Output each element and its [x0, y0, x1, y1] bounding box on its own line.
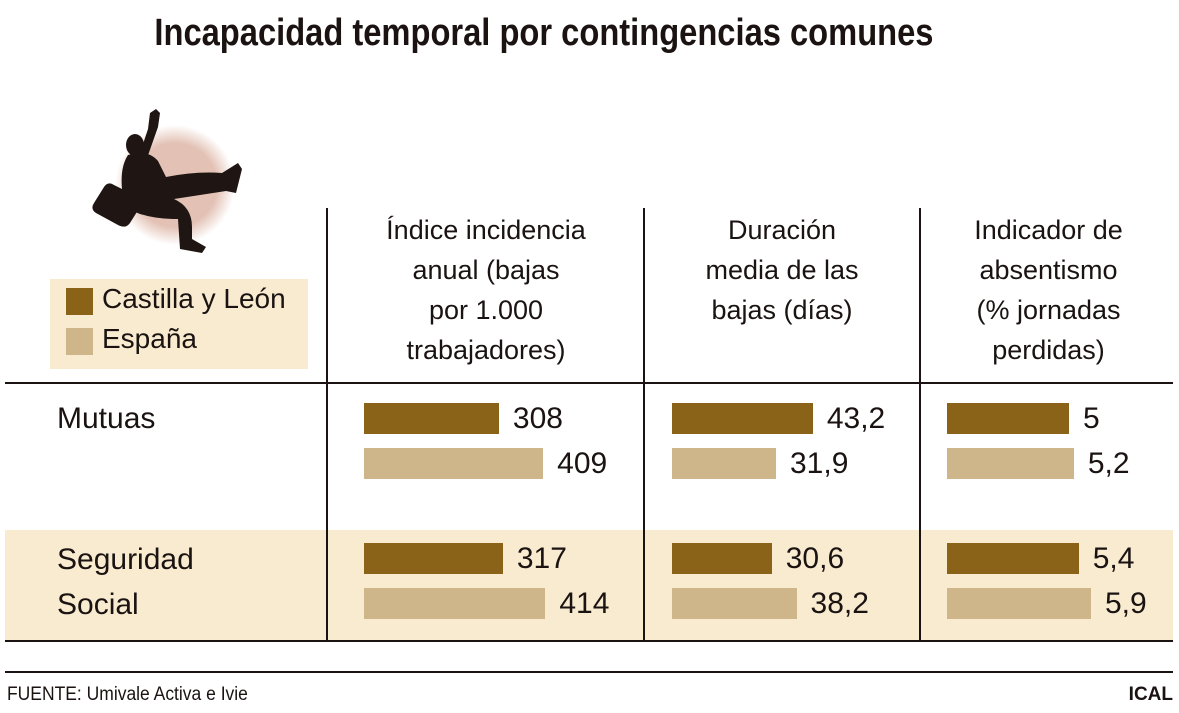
column-header-duracion: Duración media de las bajas (días) — [705, 215, 859, 325]
data-label: 409 — [557, 447, 608, 480]
bar-panel2-row2-espana — [672, 588, 797, 619]
legend-label-espana: España — [102, 323, 197, 354]
header-divider — [5, 382, 1173, 384]
bar-panel3-row1-castilla-y-leon — [947, 403, 1069, 434]
footer-line — [5, 671, 1173, 673]
legend-label-castilla-y-leon: Castilla y León — [102, 283, 286, 314]
data-label: 5,9 — [1104, 587, 1147, 620]
table-bottom-line — [5, 640, 1173, 642]
falling-businessman-icon — [92, 109, 242, 253]
bar-panel1-row1-espana — [364, 448, 544, 479]
legend-swatch-espana — [66, 328, 93, 355]
bar-panel3-row2-espana — [947, 588, 1091, 619]
column-header-absentismo: Indicador de absentismo (% jornadas perd… — [974, 215, 1123, 365]
legend-swatch-castilla-y-leon — [66, 288, 93, 315]
data-label: 43,2 — [826, 402, 886, 435]
data-label: 317 — [516, 542, 567, 575]
data-label: 38,2 — [810, 587, 869, 620]
column-divider — [919, 208, 921, 641]
data-label: 308 — [512, 402, 563, 435]
data-label: 31,9 — [789, 447, 849, 480]
data-label: 414 — [559, 587, 610, 620]
bar-panel1-row1-castilla-y-leon — [364, 403, 499, 434]
credit-ical: ICAL — [1128, 684, 1173, 705]
legend: Castilla y León España — [50, 279, 308, 369]
row-label-seguridad-social: Seguridad Social — [57, 543, 194, 621]
source-note: FUENTE: Umivale Activa e Ivie — [7, 684, 248, 705]
bar-panel1-row2-castilla-y-leon — [364, 543, 503, 574]
bar-panel2-row1-espana — [672, 448, 776, 479]
bar-panel2-row2-castilla-y-leon — [672, 543, 772, 574]
column-header-incidencia: Índice incidencia anual (bajas por 1.000… — [386, 215, 586, 365]
data-label: 5,4 — [1092, 542, 1135, 575]
data-label: 5,2 — [1087, 447, 1130, 480]
bar-panel3-row2-castilla-y-leon — [947, 543, 1079, 574]
bar-panel3-row1-espana — [947, 448, 1074, 479]
data-label: 5 — [1083, 402, 1100, 435]
bar-panel1-row2-espana — [364, 588, 546, 619]
column-divider — [643, 208, 645, 641]
chart-title: Incapacidad temporal por contingencias c… — [154, 12, 934, 54]
column-divider — [326, 208, 328, 641]
row-label-mutuas: Mutuas — [57, 402, 156, 435]
data-label: 30,6 — [785, 542, 845, 575]
bar-panel2-row1-castilla-y-leon — [672, 403, 813, 434]
